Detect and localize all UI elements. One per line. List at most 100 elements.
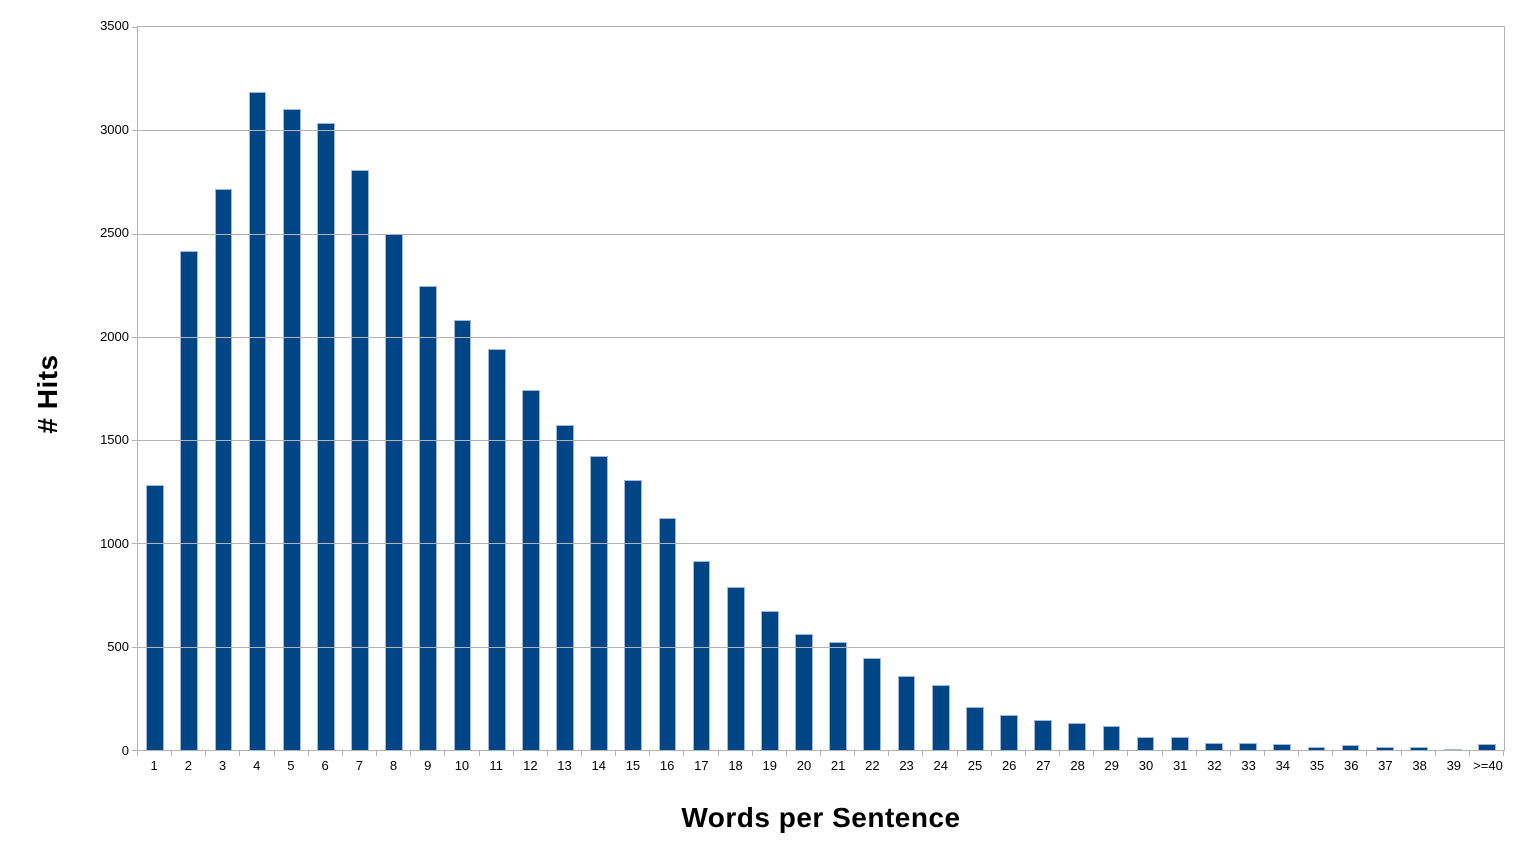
x-tick-label: 8 bbox=[389, 758, 398, 773]
x-tick-label: >=40 bbox=[1473, 758, 1503, 773]
bar-slot bbox=[855, 27, 889, 750]
bar bbox=[282, 108, 301, 750]
bar bbox=[1034, 720, 1053, 750]
x-tick-label: 3 bbox=[218, 758, 227, 773]
bar-slot bbox=[275, 27, 309, 750]
x-tick-mark bbox=[683, 750, 685, 756]
bar-slot bbox=[206, 27, 240, 750]
bar bbox=[590, 455, 608, 750]
x-tick-label: 2 bbox=[184, 758, 192, 773]
x-tick-mark bbox=[785, 750, 787, 756]
bar bbox=[1000, 714, 1018, 750]
x-tick-mark bbox=[854, 750, 856, 756]
x-tick-label: 33 bbox=[1241, 758, 1256, 773]
x-tick-mark bbox=[341, 750, 343, 756]
x-tick-mark bbox=[444, 750, 446, 756]
x-tick-label: 24 bbox=[933, 758, 948, 773]
y-axis-tick-labels: 0 500 1000 1500 2000 2500 3000 3500 bbox=[0, 19, 129, 758]
x-tick-mark bbox=[512, 750, 514, 756]
bar bbox=[829, 641, 848, 750]
bar-slot bbox=[582, 27, 616, 750]
x-tick-label: 38 bbox=[1412, 758, 1427, 773]
bar-slot bbox=[240, 27, 274, 750]
x-tick-mark bbox=[478, 750, 480, 756]
bar-slot bbox=[411, 27, 445, 750]
bar-slot bbox=[753, 27, 787, 750]
bar bbox=[385, 233, 404, 750]
x-tick-mark bbox=[990, 750, 992, 756]
x-tick-label: 10 bbox=[454, 758, 470, 773]
bar-slot bbox=[1026, 27, 1060, 750]
x-tick-label: 36 bbox=[1343, 758, 1359, 773]
bar-slot bbox=[309, 27, 343, 750]
y-tick-label: 2000 bbox=[100, 328, 129, 344]
bar bbox=[1307, 746, 1326, 750]
bar bbox=[453, 320, 472, 750]
bar bbox=[965, 706, 984, 750]
x-tick-mark bbox=[1332, 750, 1334, 756]
bar-slot bbox=[1060, 27, 1094, 750]
bar bbox=[556, 424, 574, 750]
x-tick-mark bbox=[615, 750, 617, 756]
bar bbox=[180, 251, 199, 750]
bar bbox=[351, 169, 369, 750]
y-tick-mark bbox=[132, 130, 138, 132]
bar bbox=[1068, 723, 1087, 750]
x-tick-label: 34 bbox=[1275, 758, 1291, 773]
bar bbox=[726, 586, 745, 750]
x-tick-mark bbox=[751, 750, 753, 756]
bar-slot bbox=[1436, 27, 1470, 750]
x-tick-label: 22 bbox=[865, 758, 880, 773]
plot-area bbox=[132, 26, 1505, 756]
bar bbox=[146, 484, 164, 750]
bar bbox=[795, 634, 813, 750]
bar-slot bbox=[1231, 27, 1265, 750]
y-tick-mark bbox=[132, 27, 138, 28]
bar bbox=[692, 561, 711, 750]
x-tick-mark bbox=[1468, 750, 1470, 756]
bar-slot bbox=[1197, 27, 1231, 750]
x-tick-mark bbox=[239, 750, 241, 756]
x-tick-label: 1 bbox=[150, 758, 158, 773]
x-tick-label: 37 bbox=[1378, 758, 1393, 773]
x-tick-label: 12 bbox=[523, 758, 538, 773]
x-tick-mark bbox=[1434, 750, 1436, 756]
bar-slot bbox=[958, 27, 992, 750]
bar-slot bbox=[1265, 27, 1299, 750]
x-tick-mark bbox=[137, 750, 138, 756]
x-axis-tick-labels: 1 2 3 4 5 6 7 8 9 10 11 12 13 14 15 16 17 18 19 20 21 22 23 24 2… bbox=[137, 758, 1505, 773]
bar bbox=[1170, 736, 1189, 750]
x-tick-mark bbox=[717, 750, 719, 756]
y-gridline bbox=[138, 130, 1504, 132]
y-tick-mark bbox=[132, 750, 138, 751]
x-tick-label: 13 bbox=[557, 758, 572, 773]
bar-slot bbox=[1470, 27, 1504, 750]
bar bbox=[1478, 744, 1497, 750]
bar bbox=[248, 92, 267, 750]
x-tick-mark bbox=[1263, 750, 1265, 756]
bar-slot bbox=[480, 27, 514, 750]
y-tick-label: 3000 bbox=[100, 121, 129, 137]
x-tick-mark bbox=[546, 750, 548, 756]
bar-slot bbox=[514, 27, 548, 750]
x-tick-label: 32 bbox=[1207, 758, 1222, 773]
bar bbox=[316, 123, 335, 750]
y-tick-label: 2500 bbox=[100, 225, 129, 241]
x-tick-label: 30 bbox=[1138, 758, 1154, 773]
x-axis-title: Words per Sentence bbox=[681, 802, 961, 833]
bar-slot bbox=[1129, 27, 1163, 750]
x-tick-label: 35 bbox=[1309, 758, 1325, 773]
x-tick-label: 39 bbox=[1446, 758, 1462, 773]
y-tick-label: 500 bbox=[107, 639, 129, 655]
x-tick-mark bbox=[376, 750, 378, 756]
x-tick-label: 28 bbox=[1070, 758, 1085, 773]
x-tick-label: 21 bbox=[830, 758, 846, 773]
x-tick-label: 31 bbox=[1172, 758, 1188, 773]
x-tick-label: 15 bbox=[625, 758, 641, 773]
bar bbox=[658, 517, 677, 750]
bar bbox=[214, 189, 233, 750]
x-tick-label: 19 bbox=[762, 758, 777, 773]
x-tick-label: 7 bbox=[355, 758, 363, 773]
y-tick-mark bbox=[132, 646, 138, 648]
y-gridline bbox=[138, 336, 1504, 338]
